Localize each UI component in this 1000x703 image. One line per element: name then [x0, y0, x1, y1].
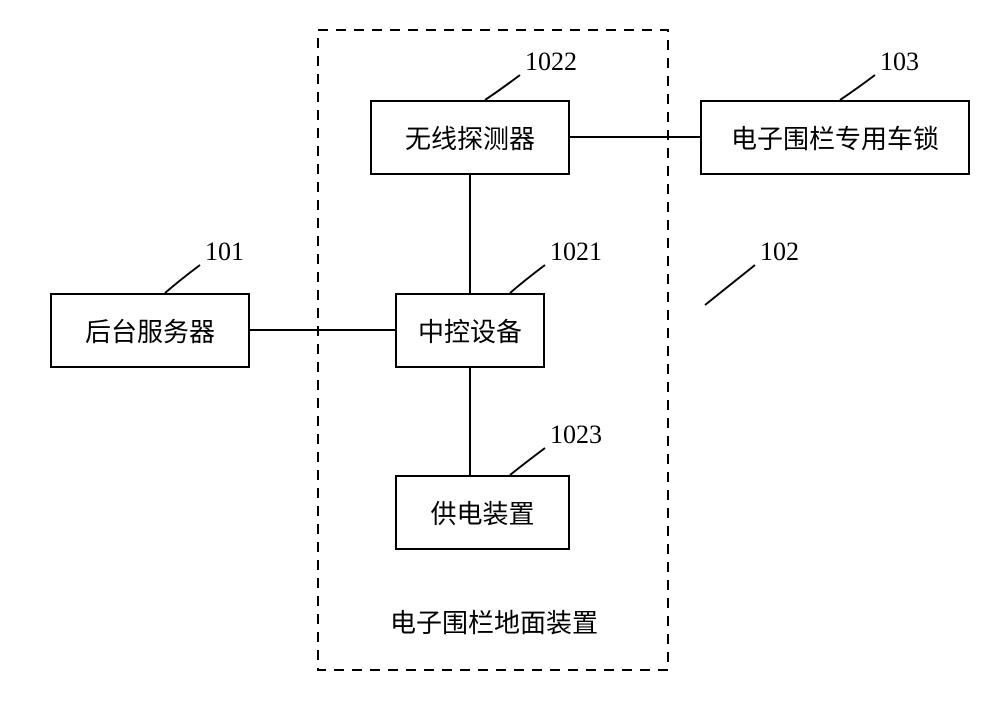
node-detector: 无线探测器: [370, 100, 570, 175]
leader-5: [705, 265, 755, 305]
ref-label-detector: 1022: [525, 47, 577, 77]
ref-label-control: 1021: [550, 237, 602, 267]
leader-1: [485, 75, 520, 100]
container-caption: 电子围栏地面装置: [390, 603, 598, 640]
ref-label-lock: 103: [880, 47, 919, 77]
ref-label-power: 1023: [550, 420, 602, 450]
node-lock-label: 电子围栏专用车锁: [731, 119, 939, 156]
node-detector-label: 无线探测器: [405, 119, 535, 156]
node-lock: 电子围栏专用车锁: [700, 100, 970, 175]
node-control-label: 中控设备: [418, 312, 522, 349]
leader-0: [165, 265, 200, 293]
node-power: 供电装置: [395, 475, 570, 550]
leader-2: [510, 265, 545, 293]
node-server-label: 后台服务器: [85, 312, 215, 349]
leader-3: [510, 448, 545, 475]
node-server: 后台服务器: [50, 293, 250, 368]
leader-4: [840, 75, 875, 100]
diagram-stage: 后台服务器 无线探测器中控设备供电装置 电子围栏专用车锁电子围栏地面装置 101 102…: [0, 0, 1000, 703]
ref-label-container: 102: [760, 237, 799, 267]
ref-label-server: 101: [205, 237, 244, 267]
node-control: 中控设备: [395, 293, 545, 368]
node-power-label: 供电装置: [430, 494, 534, 531]
